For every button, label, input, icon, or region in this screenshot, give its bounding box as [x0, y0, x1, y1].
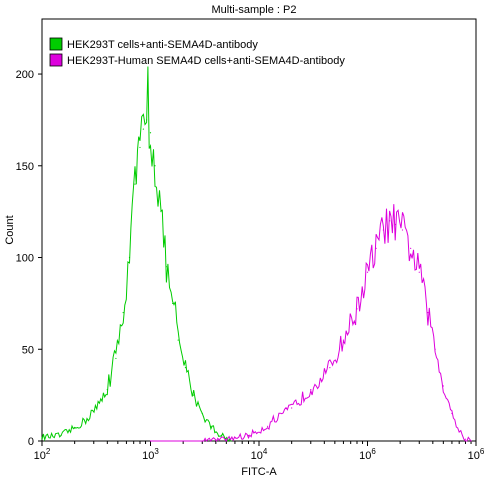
data-point — [434, 348, 436, 350]
data-point — [220, 434, 222, 437]
data-point — [418, 271, 420, 273]
data-point — [201, 412, 203, 415]
data-point — [149, 440, 152, 442]
series-line — [41, 66, 232, 443]
data-point — [451, 412, 453, 415]
data-point — [86, 418, 88, 420]
data-point — [247, 434, 250, 437]
y-tick-label: 0 — [28, 436, 34, 448]
legend-item: HEK293T cells+anti-SEMA4D-antibody — [49, 37, 258, 51]
data-point — [165, 266, 167, 268]
series-line — [150, 204, 472, 442]
data-point — [427, 311, 429, 314]
y-tick-label: 150 — [16, 161, 34, 173]
data-point — [342, 339, 345, 341]
data-point — [115, 357, 117, 360]
data-point — [356, 308, 358, 310]
data-point — [134, 183, 136, 185]
series-1 — [41, 66, 232, 443]
x-axis-label: FITC-A — [241, 466, 277, 478]
data-point — [366, 271, 369, 273]
data-point — [382, 229, 384, 231]
y-tick-label: 100 — [16, 253, 34, 265]
data-point — [210, 425, 212, 427]
data-point — [389, 220, 391, 222]
x-axis: 102 103 104 106 106 — [34, 441, 485, 462]
data-point — [149, 132, 152, 134]
legend-label: HEK293T cells+anti-SEMA4D-antibody — [67, 39, 258, 51]
data-point — [470, 440, 472, 442]
legend-item: HEK293T-Human SEMA4D cells+anti-SEMA4D-a… — [49, 53, 345, 67]
x-tick-label: 106 — [468, 447, 485, 462]
data-point — [177, 339, 179, 341]
data-point — [394, 223, 396, 226]
data-point — [106, 389, 108, 391]
data-point — [266, 425, 269, 427]
data-point — [184, 367, 187, 369]
data-point — [310, 389, 312, 391]
data-point — [74, 427, 76, 429]
plot-frame — [41, 18, 477, 442]
data-point — [464, 438, 467, 440]
data-point — [291, 407, 293, 409]
legend-label: HEK293T-Human SEMA4D cells+anti-SEMA4D-a… — [67, 55, 345, 67]
y-tick-label: 200 — [16, 69, 34, 81]
y-tick-label: 50 — [22, 344, 34, 356]
data-point — [401, 229, 404, 231]
data-point — [201, 440, 203, 442]
x-tick-label: 102 — [34, 447, 51, 462]
y-axis-label: Count — [4, 215, 16, 244]
series-2 — [149, 204, 472, 442]
y-axis: 0 50 100 150 200 — [16, 69, 42, 448]
data-point — [442, 385, 444, 387]
data-point — [41, 436, 43, 438]
legend-swatch — [49, 37, 63, 51]
data-point — [96, 407, 98, 409]
chart-title: Multi-sample : P2 — [212, 4, 297, 16]
data-point — [172, 302, 174, 304]
legend-swatch — [49, 53, 63, 67]
data-point — [142, 128, 144, 130]
data-point — [60, 434, 62, 437]
data-point — [193, 394, 195, 396]
x-tick-label: 103 — [142, 447, 159, 462]
data-point — [122, 311, 124, 314]
data-point — [154, 165, 156, 167]
plot-area — [41, 66, 472, 443]
data-point — [410, 247, 412, 249]
x-tick-label: 104 — [251, 447, 268, 462]
data-point — [145, 119, 148, 121]
x-tick-label: 106 — [359, 447, 376, 462]
data-point — [139, 146, 141, 149]
data-point — [225, 438, 227, 440]
data-point — [230, 440, 232, 442]
data-point — [375, 247, 377, 249]
legend: HEK293T cells+anti-SEMA4D-antibody HEK293… — [49, 37, 345, 67]
data-point — [160, 211, 162, 213]
data-point — [458, 431, 460, 433]
data-point — [128, 256, 131, 259]
data-point — [329, 367, 331, 369]
